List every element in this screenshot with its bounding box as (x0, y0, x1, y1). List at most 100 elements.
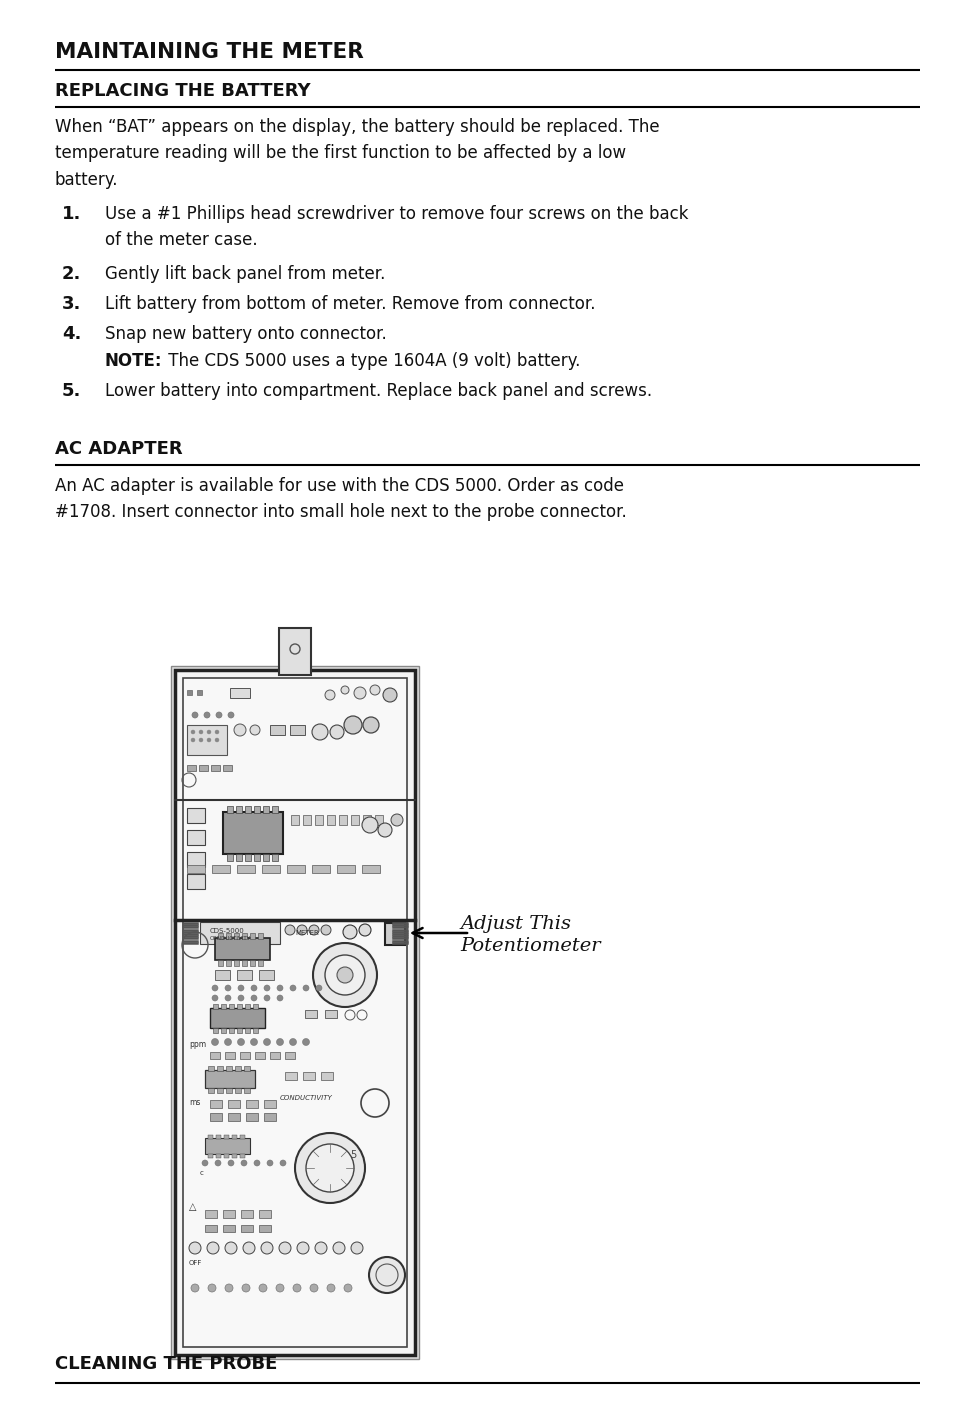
Text: Gently lift back panel from meter.: Gently lift back panel from meter. (105, 264, 385, 283)
Bar (183, 678, 407, 1347)
Bar (226, 1088, 232, 1092)
Circle shape (325, 955, 365, 995)
Bar (174, 671, 415, 1355)
Circle shape (214, 738, 219, 742)
Bar (233, 934, 239, 939)
Bar (226, 960, 231, 966)
Circle shape (289, 1039, 296, 1046)
Bar (312, 865, 330, 873)
Text: An AC adapter is available for use with the CDS 5000. Order as code
#1708. Inser: An AC adapter is available for use with … (55, 477, 626, 522)
Bar (210, 1008, 265, 1028)
Bar (187, 690, 192, 695)
Circle shape (314, 1241, 327, 1254)
Bar (240, 1154, 245, 1159)
Text: 1.: 1. (62, 205, 81, 224)
Circle shape (336, 967, 353, 983)
Bar (187, 765, 195, 770)
Bar (223, 1225, 234, 1232)
Bar (245, 853, 251, 860)
Bar (244, 1066, 250, 1071)
Circle shape (212, 1039, 218, 1046)
Bar (240, 1052, 250, 1059)
Text: CONDUCTIVITY: CONDUCTIVITY (210, 936, 251, 941)
Text: ppm: ppm (189, 1040, 206, 1049)
Bar (232, 1135, 236, 1139)
Circle shape (296, 925, 307, 935)
Bar (187, 875, 205, 889)
Circle shape (207, 738, 211, 742)
Circle shape (191, 730, 194, 734)
Circle shape (263, 1039, 271, 1046)
Bar (224, 1135, 229, 1139)
Circle shape (344, 716, 361, 734)
Text: △: △ (189, 1202, 196, 1212)
Bar (216, 1066, 223, 1071)
Bar (272, 853, 277, 860)
Circle shape (212, 986, 218, 991)
Bar (303, 815, 311, 825)
Circle shape (370, 685, 379, 695)
Bar (208, 1135, 213, 1139)
Circle shape (251, 1039, 257, 1046)
Circle shape (215, 711, 222, 718)
Bar (263, 806, 269, 813)
Bar (244, 1088, 250, 1092)
Bar (245, 806, 251, 813)
Circle shape (241, 1160, 247, 1166)
Bar (242, 960, 247, 966)
Bar (263, 853, 269, 860)
Circle shape (199, 738, 203, 742)
Text: 2.: 2. (62, 264, 81, 283)
Circle shape (293, 1284, 301, 1292)
Text: OFF: OFF (189, 1260, 202, 1265)
Bar (208, 1088, 213, 1092)
Bar (258, 1211, 271, 1218)
Bar (236, 1004, 242, 1010)
Circle shape (315, 986, 322, 991)
Bar (241, 1225, 253, 1232)
Bar (187, 852, 205, 868)
Bar (235, 806, 242, 813)
Bar (214, 970, 230, 980)
Bar (240, 1135, 245, 1139)
Bar (241, 1211, 253, 1218)
Circle shape (290, 986, 295, 991)
Circle shape (237, 995, 244, 1001)
Bar (229, 1028, 233, 1033)
Circle shape (276, 986, 283, 991)
Circle shape (296, 1241, 309, 1254)
Bar (270, 725, 285, 735)
Circle shape (261, 1241, 273, 1254)
Circle shape (344, 1284, 352, 1292)
Circle shape (363, 717, 378, 733)
Bar (214, 938, 270, 960)
Circle shape (225, 986, 231, 991)
Text: 4.: 4. (62, 325, 81, 343)
Circle shape (191, 738, 194, 742)
Bar (223, 1211, 234, 1218)
Circle shape (313, 943, 376, 1007)
Bar (278, 628, 311, 675)
Text: Lift battery from bottom of meter. Remove from connector.: Lift battery from bottom of meter. Remov… (105, 295, 595, 314)
Circle shape (354, 688, 366, 699)
Circle shape (391, 814, 402, 825)
Bar (228, 1114, 240, 1121)
Bar (303, 1071, 314, 1080)
Circle shape (302, 1039, 309, 1046)
Circle shape (202, 1160, 208, 1166)
Circle shape (320, 925, 331, 935)
Text: NOTE:: NOTE: (105, 352, 162, 370)
Bar (208, 1066, 213, 1071)
Circle shape (310, 1284, 317, 1292)
Circle shape (214, 730, 219, 734)
Bar (246, 1099, 257, 1108)
Circle shape (228, 1160, 233, 1166)
Bar (230, 688, 250, 697)
Bar (187, 865, 205, 873)
Bar (325, 1010, 336, 1018)
Text: The CDS 5000 uses a type 1604A (9 volt) battery.: The CDS 5000 uses a type 1604A (9 volt) … (163, 352, 579, 370)
Circle shape (369, 1257, 405, 1294)
Bar (187, 725, 227, 755)
Bar (205, 1211, 216, 1218)
Bar (320, 1071, 333, 1080)
